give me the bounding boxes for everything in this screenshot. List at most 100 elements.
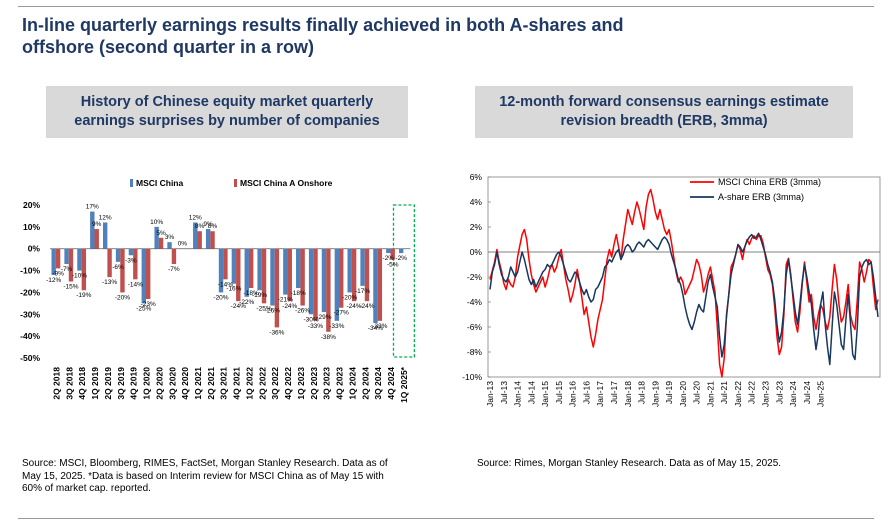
bottom-divider <box>18 518 874 519</box>
bar-data-label: 8% <box>208 223 218 230</box>
bar <box>51 248 56 275</box>
bar-data-label: -26% <box>265 308 280 315</box>
x-tick-label: 4Q 2024 <box>386 367 396 400</box>
bar <box>154 226 159 249</box>
x-tick-label: Jul-20 <box>692 381 702 404</box>
y-tick-label: 2% <box>470 222 483 232</box>
bar <box>261 248 267 304</box>
bar-data-label: 5% <box>156 230 166 237</box>
x-tick-label: 1Q 2020 <box>142 367 152 400</box>
bar-data-label: -6% <box>112 264 124 271</box>
bar <box>68 248 74 282</box>
x-tick-label: Jul-19 <box>664 381 674 404</box>
bar <box>145 248 151 299</box>
bar <box>128 248 134 256</box>
bar <box>171 248 177 265</box>
y-tick-label: 6% <box>470 172 483 182</box>
bar <box>339 248 344 308</box>
x-tick-label: 1Q 2022 <box>244 367 254 400</box>
bar-data-label: -12% <box>46 277 61 284</box>
x-tick-label: Jan-24 <box>788 381 798 407</box>
bar <box>364 248 370 302</box>
bar <box>296 248 301 289</box>
bar-data-label: -2% <box>395 255 407 262</box>
legend-label-0: MSCI China <box>136 178 183 188</box>
x-tick-label: Jan-22 <box>733 381 743 407</box>
bar <box>351 248 357 302</box>
bar-data-label: -25% <box>256 305 271 312</box>
y-tick-label: 4% <box>470 197 483 207</box>
y-tick-label: -20% <box>20 287 40 297</box>
bar-data-label: 10% <box>150 219 163 226</box>
x-tick-label: 2Q 2023 <box>309 367 319 400</box>
legend-label-0: MSCI China ERB (3mma) <box>718 177 821 187</box>
x-tick-label: 2Q 2020 <box>154 367 164 400</box>
x-tick-label: 4Q 2023 <box>335 367 345 400</box>
y-tick-label: -50% <box>20 353 40 363</box>
x-tick-label: 3Q 2021 <box>219 367 229 400</box>
bar-data-label: -23% <box>141 301 156 308</box>
x-tick-label: 2Q 2018 <box>51 367 61 400</box>
y-tick-label: -8% <box>467 347 483 357</box>
bar-data-label: -10% <box>72 273 87 280</box>
bar-data-label: -3% <box>125 257 137 264</box>
y-tick-label: -30% <box>20 309 40 319</box>
bar-data-label: 17% <box>86 204 99 211</box>
y-tick-label: 20% <box>23 200 40 210</box>
bar <box>270 248 275 306</box>
bar <box>334 248 340 321</box>
x-tick-label: 4Q 2019 <box>129 367 139 400</box>
left-title-line-1: History of Chinese equity market quarter… <box>80 94 374 110</box>
bar <box>300 248 305 306</box>
y-tick-label: 10% <box>23 222 40 232</box>
x-tick-label: 4Q 2018 <box>77 367 87 400</box>
bar-data-label: -7% <box>168 266 180 273</box>
x-tick-label: Jan-15 <box>540 381 550 407</box>
plot-frame <box>487 176 881 378</box>
x-tick-label: 1Q 2023 <box>296 367 306 400</box>
x-tick-label: 3Q 2020 <box>167 367 177 400</box>
bar-data-label: -26% <box>295 308 310 315</box>
bar-data-label: -15% <box>63 284 78 291</box>
left-chart-title: History of Chinese equity market quarter… <box>46 86 408 138</box>
bar <box>167 242 172 249</box>
x-tick-label: Jul-21 <box>719 381 729 404</box>
bar-data-label: -19% <box>252 292 267 299</box>
bar <box>94 229 99 249</box>
x-tick-label: 3Q 2023 <box>322 367 332 400</box>
bar-data-label: -21% <box>278 297 293 304</box>
bar <box>257 248 262 291</box>
bar-data-labels: -12%-7%-10%17%12%-6%-3%-25%10%3%0%12%9%-… <box>46 204 407 341</box>
bar-data-label: -20% <box>213 294 228 301</box>
x-tick-label: 2Q 2021 <box>206 367 216 400</box>
bar-data-label: -13% <box>102 279 117 286</box>
x-tick-label: 4Q 2022 <box>283 367 293 400</box>
right-source-note: Source: Rimes, Morgan Stanley Research. … <box>477 458 877 471</box>
bar <box>360 248 365 286</box>
x-tick-label: Jan-17 <box>595 381 605 407</box>
legend-label-1: A-share ERB (3mma) <box>718 192 804 202</box>
earnings-surprise-bar-chart: MSCI China MSCI China A Onshore 20% 10% 0% -… <box>20 178 416 403</box>
bar <box>326 248 331 332</box>
line-series <box>489 188 879 378</box>
bar <box>390 248 395 260</box>
x-tick-label: 3Q 2022 <box>270 367 280 400</box>
bar-data-label: -22% <box>239 299 254 306</box>
bar-data-label: 12% <box>189 214 202 221</box>
page-header: In-line quarterly earnings results final… <box>22 14 842 58</box>
x-tick-label: Jan-18 <box>623 381 633 407</box>
bar <box>120 248 125 293</box>
bar <box>287 248 292 302</box>
bar-data-label: -33% <box>329 323 344 330</box>
x-tick-label: Jul-14 <box>526 381 536 404</box>
bar <box>115 248 121 262</box>
bar-data-label: -20% <box>115 294 130 301</box>
y-tick-label: -10% <box>462 372 482 382</box>
x-tick-label: 3Q 2018 <box>64 367 74 400</box>
bar <box>236 248 241 302</box>
bar-data-label: -24% <box>231 303 246 310</box>
bar-data-label: -20% <box>342 294 357 301</box>
bar <box>244 248 249 297</box>
highlight-box <box>392 204 416 358</box>
bar-data-label: -14% <box>218 281 233 288</box>
